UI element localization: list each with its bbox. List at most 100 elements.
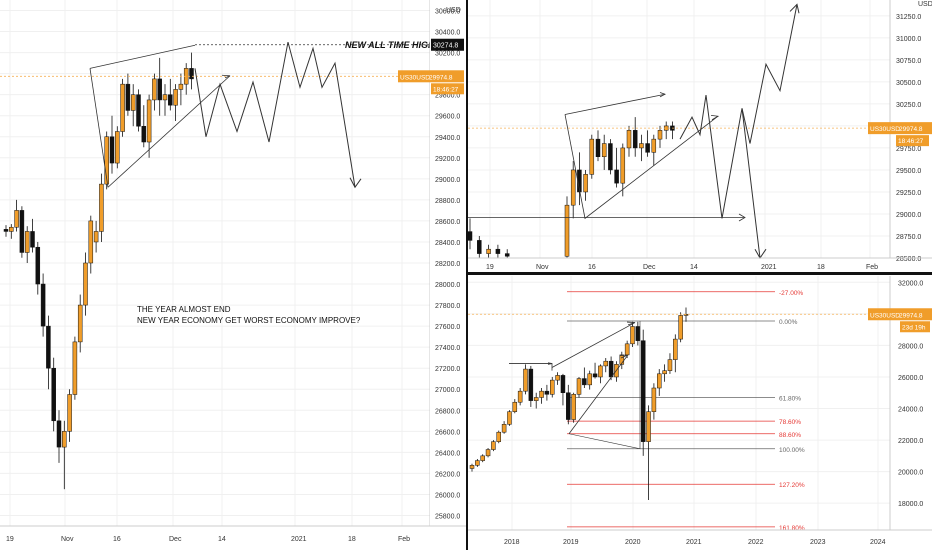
candle-body	[99, 183, 104, 232]
candle-body	[9, 226, 14, 232]
annotation-ath: NEW ALL TIME HIGH	[345, 40, 435, 50]
countdown: 18:46:27	[433, 86, 459, 93]
candle-body	[587, 373, 592, 386]
candle-body	[582, 378, 587, 386]
trend-upper	[564, 93, 666, 115]
candle-body	[83, 262, 88, 306]
candle-body	[35, 246, 41, 285]
candle-body	[544, 390, 550, 395]
candle-body	[595, 138, 601, 157]
y-tick-label: 25800.0	[435, 513, 460, 520]
candle-body	[477, 240, 482, 254]
candle-body	[592, 373, 598, 378]
currency-label: USD	[918, 1, 932, 8]
projection-up-head	[789, 3, 800, 14]
fib-level-label: -27.00%	[779, 290, 803, 297]
left-x-axis: 19 Nov 16 Dec 14 2021 18 Feb	[0, 525, 466, 543]
candle-body	[30, 231, 35, 248]
x-tick-label: 2022	[748, 539, 764, 546]
left-tags: 30274.8 US30USD 29974.8 18:46:27	[398, 38, 464, 95]
candle-body	[523, 368, 528, 392]
candle-body	[662, 370, 667, 375]
bottom-right-chart: -27.00% 0.00% 61.80% 78.60% 88.60% 100.00% 127…	[468, 276, 932, 546]
price-tag-bg	[868, 308, 932, 321]
candle-body	[651, 387, 657, 412]
y-tick-label: 26000.0	[898, 375, 923, 382]
symbol-tag: US30USD	[870, 312, 900, 319]
candle-body	[475, 460, 480, 466]
countdown: 23d 19h	[902, 324, 926, 331]
candle-body	[608, 143, 613, 171]
y-tick-label: 28000.0	[898, 343, 923, 350]
price-tag-bg	[868, 122, 932, 135]
candle-body	[51, 367, 56, 422]
y-tick-label: 26800.0	[435, 408, 460, 415]
trend-upper-head	[626, 321, 636, 326]
x-tick-label: 2020	[625, 539, 641, 546]
candle-body	[146, 99, 152, 143]
projection-arrow	[349, 177, 362, 189]
candle-body	[632, 130, 638, 149]
x-tick-label: 2024	[870, 539, 886, 546]
countdown-bg	[896, 135, 929, 147]
arrow-head-upper	[659, 92, 666, 98]
y-tick-label: 30500.0	[896, 80, 921, 87]
annotation-line2: NEW YEAR ECONOMY GET WORST ECONOMY IMPRO…	[137, 316, 361, 325]
candle-body	[673, 338, 678, 360]
x-tick-label: 16	[113, 536, 121, 543]
y-tick-label: 31000.0	[896, 36, 921, 43]
y-tick-label: 28600.0	[435, 219, 460, 226]
candle-body	[533, 397, 539, 401]
candle-body	[576, 378, 582, 395]
x-tick-label: 2018	[504, 539, 520, 546]
candle-body	[491, 441, 496, 450]
trend-line-upper	[89, 44, 196, 69]
annotation-line1: THE YEAR ALMOST END	[137, 305, 231, 314]
candle-body	[485, 449, 491, 457]
candle-body	[512, 401, 518, 412]
y-tick-label: 30200.0	[435, 51, 460, 58]
y-tick-label: 29750.0	[896, 146, 921, 153]
candle-body	[635, 326, 641, 341]
y-tick-label: 29200.0	[435, 156, 460, 163]
y-tick-label: 18000.0	[898, 501, 923, 508]
y-tick-label: 29000.0	[435, 177, 460, 184]
y-tick-label: 27200.0	[435, 366, 460, 373]
candle-body	[162, 94, 168, 101]
candle-body	[571, 394, 576, 420]
candle-body	[157, 78, 162, 101]
candle-body	[109, 136, 115, 164]
candle-body	[130, 94, 136, 111]
candle-body	[555, 375, 560, 381]
x-tick-label: Nov	[536, 264, 549, 271]
y-tick-label: 30750.0	[896, 58, 921, 65]
tr-x-axis: 19 Nov 16 Dec 14 2021 18 Feb	[468, 257, 932, 271]
y-tick-label: 26400.0	[435, 450, 460, 457]
y-tick-label: 29250.0	[896, 190, 921, 197]
candle-body	[624, 343, 630, 356]
candle-body	[56, 420, 62, 448]
candle-body	[678, 315, 683, 340]
candle-body	[645, 143, 650, 153]
fib-level-label: 88.60%	[779, 432, 801, 439]
candle-body	[14, 210, 19, 228]
y-tick-label: 24000.0	[898, 407, 923, 414]
candle-body	[564, 204, 570, 257]
tr-y-axis: USD31250.031000.030750.030500.030250.030…	[889, 0, 932, 263]
candle-body	[88, 220, 94, 264]
countdown: 18:46:27	[898, 138, 924, 145]
candle-body	[141, 125, 147, 143]
candle-body	[539, 390, 544, 398]
top-right-chart: USD31250.031000.030750.030500.030250.030…	[467, 0, 932, 275]
x-tick-label: 2023	[810, 539, 826, 546]
trend-line-left	[89, 68, 109, 188]
candle-body	[619, 354, 625, 365]
candle-body	[496, 431, 501, 442]
candle-body	[501, 424, 507, 433]
candle-body	[40, 283, 46, 327]
candle-body	[657, 373, 662, 389]
x-tick-label: 2019	[563, 539, 579, 546]
x-tick-label: 14	[218, 536, 226, 543]
left-candles	[3, 52, 194, 490]
